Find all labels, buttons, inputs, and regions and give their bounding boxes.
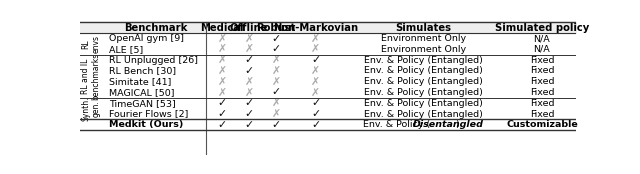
Text: ✗: ✗ [244,34,253,44]
Text: RL Bench [30]: RL Bench [30] [109,66,177,76]
Text: ✗: ✗ [271,66,280,76]
Text: ✗: ✗ [271,109,280,119]
Text: ALE [5]: ALE [5] [109,45,144,54]
Text: Customizable: Customizable [506,120,578,129]
Text: ✗: ✗ [244,44,253,54]
Text: ✗: ✗ [271,55,280,65]
Text: Env. & Policy (Entangled): Env. & Policy (Entangled) [364,110,483,118]
Text: ✗: ✗ [271,98,280,108]
Text: ✗: ✗ [311,34,320,44]
Text: N/A: N/A [534,34,550,43]
Text: ✗: ✗ [217,66,227,76]
Text: Simitate [41]: Simitate [41] [109,77,172,86]
Text: Env. & Policy (Entangled): Env. & Policy (Entangled) [364,56,483,65]
Text: Benchmark: Benchmark [124,23,188,33]
Text: ✓: ✓ [244,98,253,108]
Text: TimeGAN [53]: TimeGAN [53] [109,99,176,108]
Text: Env. & Policy (Entangled): Env. & Policy (Entangled) [364,77,483,86]
Text: Fixed: Fixed [530,88,554,97]
Text: ✗: ✗ [311,77,320,87]
Text: Non-Markovian: Non-Markovian [273,23,358,33]
Text: Disentangled: Disentangled [413,120,484,129]
Text: ✓: ✓ [271,120,280,130]
Text: Simulated policy: Simulated policy [495,23,589,33]
Text: ✗: ✗ [217,77,227,87]
Text: Fixed: Fixed [530,56,554,65]
Text: MAGICAL [50]: MAGICAL [50] [109,88,175,97]
Text: ✗: ✗ [217,34,227,44]
Text: RL Unplugged [26]: RL Unplugged [26] [109,56,198,65]
Text: Env. & Policy (: Env. & Policy ( [363,120,430,129]
Text: ✗: ✗ [271,77,280,87]
Text: ✓: ✓ [244,55,253,65]
Text: Fixed: Fixed [530,110,554,118]
Text: Env. & Policy (Entangled): Env. & Policy (Entangled) [364,66,483,76]
Text: ✓: ✓ [311,120,320,130]
Text: ✗: ✗ [217,44,227,54]
Text: Environment Only: Environment Only [381,45,466,54]
Text: ): ) [455,120,459,129]
Text: N/A: N/A [534,45,550,54]
Text: Environment Only: Environment Only [381,34,466,43]
Text: Synth.
gen.: Synth. gen. [81,96,100,121]
Text: ✗: ✗ [244,88,253,97]
Text: ✗: ✗ [311,66,320,76]
Text: Offline: Offline [230,23,268,33]
Text: ✓: ✓ [244,120,253,130]
Text: ✓: ✓ [244,109,253,119]
Text: Fixed: Fixed [530,66,554,76]
Text: ✓: ✓ [271,88,280,97]
Text: OpenAI gym [9]: OpenAI gym [9] [109,34,184,43]
Text: ✓: ✓ [217,120,227,130]
Text: Medkit (Ours): Medkit (Ours) [109,120,184,129]
Text: ✗: ✗ [311,88,320,97]
Text: Fourier Flows [2]: Fourier Flows [2] [109,110,189,118]
Text: ✓: ✓ [271,34,280,44]
Text: ✓: ✓ [244,66,253,76]
Text: RL and IL
benchmarks: RL and IL benchmarks [81,53,100,100]
Text: ✓: ✓ [311,98,320,108]
Text: Robust: Robust [257,23,296,33]
Text: Fixed: Fixed [530,99,554,108]
Text: ✗: ✗ [217,55,227,65]
Text: Simulates: Simulates [396,23,451,33]
Text: Env. & Policy (Entangled): Env. & Policy (Entangled) [364,88,483,97]
Text: ✓: ✓ [271,44,280,54]
Text: ✓: ✓ [217,98,227,108]
Text: Medical: Medical [200,23,244,33]
Text: ✗: ✗ [217,88,227,97]
Text: ✓: ✓ [311,109,320,119]
Text: ✗: ✗ [311,44,320,54]
Text: ✗: ✗ [244,77,253,87]
Text: Env. & Policy (Entangled): Env. & Policy (Entangled) [364,99,483,108]
Text: ✓: ✓ [311,55,320,65]
Text: RL
envs: RL envs [81,35,100,53]
Text: ✓: ✓ [217,109,227,119]
Text: Fixed: Fixed [530,77,554,86]
